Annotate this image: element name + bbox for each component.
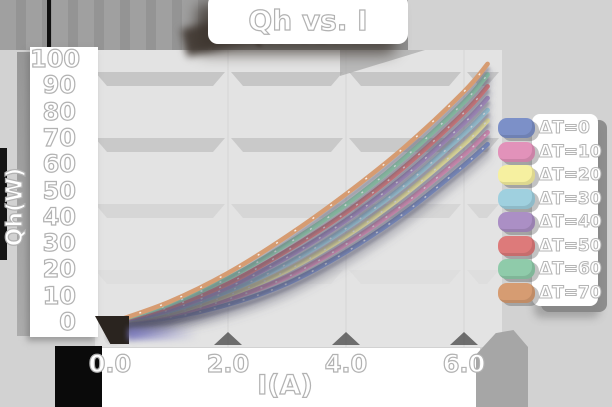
curve-ΔT=20 xyxy=(107,118,490,326)
title-box: Qh vs. I xyxy=(208,0,408,44)
y-tick-label: 90 xyxy=(42,71,77,100)
axis-shadow-column xyxy=(17,52,30,336)
x-tick-label: 6.0 xyxy=(442,350,486,378)
h-gridband xyxy=(95,204,225,218)
curve-shadow-smear xyxy=(128,328,198,340)
x-tick-label: 0.0 xyxy=(88,350,132,378)
corner-shadow-block xyxy=(55,346,102,407)
legend-swatch xyxy=(498,141,535,162)
header-shadow-left xyxy=(0,0,212,50)
y-tick-label: 20 xyxy=(42,255,77,284)
y-tick-label: 100 xyxy=(29,45,81,73)
legend-swatch xyxy=(498,259,535,279)
h-gridband xyxy=(231,72,343,86)
legend-item-label: ΔT=40 xyxy=(539,212,603,233)
x-tick-label: 2.0 xyxy=(206,350,250,378)
y-tick-label: 0 xyxy=(59,308,77,336)
curve-ΔT=60 xyxy=(107,72,490,326)
x-axis-label: I(A) xyxy=(257,370,314,401)
curve-ΔT=50 xyxy=(107,84,490,326)
v-gridline xyxy=(463,50,465,347)
h-gridband xyxy=(95,138,225,152)
edge-shadow-strip xyxy=(0,148,7,260)
legend-item-label: ΔT=30 xyxy=(539,188,603,209)
curve-ΔT=70 xyxy=(107,61,490,326)
h-gridband xyxy=(349,72,461,86)
y-tick-label: 30 xyxy=(42,229,77,258)
h-gridband xyxy=(95,72,225,86)
legend xyxy=(532,114,598,306)
h-gridband xyxy=(231,138,343,152)
plot-area xyxy=(95,50,502,347)
y-axis-tick-strip xyxy=(30,47,98,337)
curve-speckle xyxy=(109,74,489,324)
y-tick-label: 80 xyxy=(42,97,77,126)
header-shadow-line xyxy=(47,0,51,47)
legend-item-label: ΔT=60 xyxy=(539,259,603,280)
y-tick-label: 70 xyxy=(42,123,77,152)
legend-item-label: ΔT=10 xyxy=(539,141,603,162)
legend-swatch xyxy=(498,188,535,209)
x-axis-tick-strip xyxy=(90,348,480,407)
legend-swatch xyxy=(498,118,535,138)
legend-swatch xyxy=(498,282,535,303)
legend-item-label: ΔT=50 xyxy=(539,235,603,256)
legend-swatch xyxy=(498,212,535,232)
legend-item-label: ΔT=20 xyxy=(539,165,603,186)
legend-swatch xyxy=(498,165,535,185)
curve-speckle xyxy=(109,97,489,324)
legend-item-label: ΔT=70 xyxy=(539,282,603,303)
y-tick-label: 10 xyxy=(42,281,77,310)
y-axis-label: Qh(W) xyxy=(2,167,28,247)
legend-item-label: ΔT=0 xyxy=(539,118,591,139)
y-tick-label: 50 xyxy=(42,176,77,205)
curve-ΔT=0 xyxy=(107,141,490,326)
x-tick-label: 4.0 xyxy=(324,350,368,378)
chart-title: Qh vs. I xyxy=(248,3,368,37)
legend-swatch xyxy=(498,235,535,256)
h-gridband xyxy=(349,270,461,284)
h-gridband xyxy=(95,270,225,284)
y-tick-label: 40 xyxy=(42,202,77,231)
v-gridline xyxy=(227,50,229,347)
v-gridline xyxy=(345,50,347,347)
y-tick-label: 60 xyxy=(42,150,77,179)
